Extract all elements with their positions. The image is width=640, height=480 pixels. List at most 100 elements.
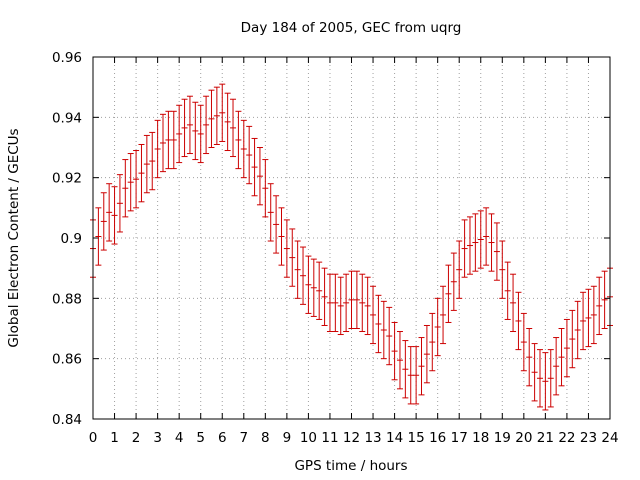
error-bar-point — [326, 273, 333, 333]
error-bar-point — [461, 219, 468, 278]
error-bar-point — [197, 104, 204, 164]
error-bar-point — [278, 207, 285, 266]
x-tick-label: 9 — [283, 430, 292, 446]
error-bar-point — [181, 98, 188, 158]
x-tick-label: 4 — [175, 430, 184, 446]
x-tick-label: 12 — [343, 430, 360, 446]
error-bar-point — [219, 83, 226, 142]
error-bar-point — [283, 219, 290, 278]
error-bar-point — [122, 159, 129, 218]
error-bar-point — [203, 95, 210, 155]
y-tick-label: 0.9 — [61, 231, 82, 247]
error-bar-point — [407, 346, 414, 405]
error-bar-point — [176, 104, 183, 164]
x-tick-label: 24 — [601, 430, 618, 446]
x-tick-label: 22 — [558, 430, 575, 446]
error-bar-point — [380, 300, 387, 360]
plot-frame — [92, 56, 611, 420]
error-bar-point — [321, 267, 328, 326]
error-bar-point — [423, 324, 430, 384]
error-bar-point — [294, 240, 301, 299]
error-bar-point — [483, 207, 490, 266]
x-tick-label: 6 — [218, 430, 227, 446]
error-bar-point — [477, 210, 484, 269]
error-bar-point — [262, 159, 269, 218]
y-tick-label: 0.88 — [52, 291, 82, 307]
error-bar-point — [396, 331, 403, 390]
error-bar-point — [353, 270, 360, 329]
grid-lines — [93, 57, 610, 419]
x-tick-label: 5 — [196, 430, 205, 446]
error-bar-point — [466, 216, 473, 275]
error-bar-point — [596, 276, 603, 336]
error-bar-point — [192, 101, 199, 161]
error-bar-point — [585, 288, 592, 348]
error-bar-point — [143, 134, 150, 194]
error-bar-point — [574, 300, 581, 360]
error-bar-point — [300, 246, 307, 305]
tick-labels: 0 1 2 3 4 5 6 7 8 9 10 11 12 13 14 15 16 17 18 19 20 21 22 23 24… — [52, 50, 619, 446]
error-bar-point — [488, 213, 495, 272]
error-bar-point — [515, 291, 522, 351]
error-bar-point — [601, 270, 608, 329]
error-bar-point — [536, 349, 543, 408]
x-tick-label: 2 — [132, 430, 141, 446]
error-bar-point — [310, 258, 317, 317]
error-bar-point — [391, 321, 398, 381]
error-bar-point — [133, 150, 140, 209]
error-bar-point — [246, 125, 253, 185]
error-bar-point — [138, 143, 145, 203]
error-bar-point — [434, 297, 441, 357]
x-tick-label: 19 — [494, 430, 511, 446]
x-tick-label: 3 — [153, 430, 162, 446]
x-tick-label: 8 — [261, 430, 270, 446]
error-bar-point — [542, 352, 549, 411]
error-bar-point — [520, 312, 527, 372]
error-bar-point — [224, 92, 231, 152]
error-bar-point — [531, 343, 538, 402]
error-bar-point — [569, 309, 576, 369]
y-tick-label: 0.84 — [52, 412, 82, 428]
error-bar-point — [160, 113, 167, 173]
y-tick-label: 0.94 — [52, 110, 82, 126]
error-bar-point — [493, 222, 500, 281]
error-bar-point — [580, 291, 587, 351]
error-bar-point — [127, 153, 134, 212]
error-bar-point — [413, 346, 420, 405]
error-bar-point — [402, 340, 409, 399]
axis-ticks — [92, 56, 611, 420]
error-bar-point — [256, 147, 263, 206]
x-tick-label: 1 — [110, 430, 119, 446]
error-bar-point — [165, 110, 172, 170]
error-bar-point — [370, 285, 377, 345]
error-bar-point — [111, 186, 118, 245]
error-bar-point — [235, 110, 242, 170]
error-bar-point — [386, 306, 393, 366]
error-bar-point — [450, 252, 457, 311]
error-bar-point — [558, 328, 565, 387]
error-bar-point — [149, 131, 156, 191]
error-bar-point — [456, 240, 463, 299]
y-axis-label: Global Electron Content / GECUs — [6, 128, 22, 347]
error-bar-point — [213, 86, 220, 145]
y-tick-label: 0.92 — [52, 171, 82, 187]
chart-title: Day 184 of 2005, GEC from uqrg — [241, 20, 462, 36]
x-tick-label: 16 — [429, 430, 446, 446]
x-tick-label: 13 — [364, 430, 381, 446]
error-bar-point — [251, 137, 258, 197]
error-bar-point — [273, 195, 280, 254]
x-tick-label: 11 — [321, 430, 338, 446]
error-bar-point — [445, 264, 452, 323]
error-bar-point — [343, 273, 350, 333]
x-tick-label: 14 — [386, 430, 403, 446]
error-bar-point — [332, 273, 339, 333]
error-bar-point — [429, 312, 436, 372]
error-bar-point — [170, 110, 177, 170]
error-bar-point — [418, 337, 425, 396]
error-bar-point — [267, 183, 274, 242]
y-tick-label: 0.96 — [52, 50, 82, 66]
error-bar-point — [499, 240, 506, 299]
error-bar-point — [553, 337, 560, 396]
